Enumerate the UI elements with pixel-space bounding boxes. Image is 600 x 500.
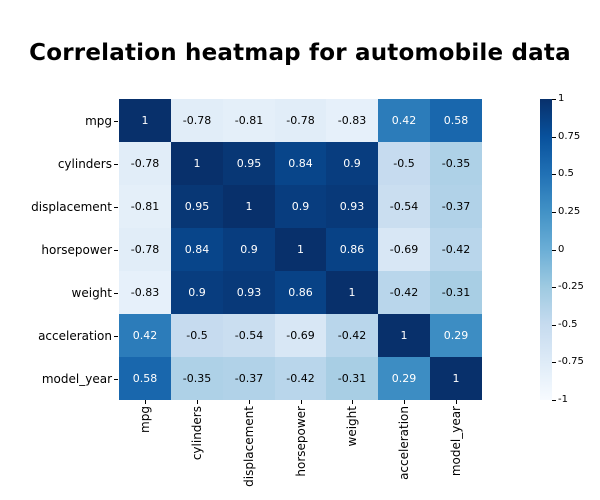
- heatmap-cell: 0.86: [326, 228, 378, 271]
- heatmap-cell: 0.9: [275, 185, 326, 228]
- y-tick-label: model_year: [41, 372, 112, 386]
- heatmap-cell: 0.58: [119, 357, 171, 400]
- heatmap-cell: 0.93: [223, 271, 275, 314]
- y-tick: [114, 121, 118, 122]
- heatmap-cell: 1: [326, 271, 378, 314]
- heatmap-cell: 0.86: [275, 271, 326, 314]
- heatmap-cell: -0.78: [171, 99, 223, 142]
- y-tick: [114, 336, 118, 337]
- heatmap-cell: -0.42: [275, 357, 326, 400]
- colorbar-tick: [552, 325, 556, 326]
- heatmap-cell: -0.81: [223, 99, 275, 142]
- y-tick: [114, 207, 118, 208]
- colorbar-tick-label: 0.5: [558, 168, 574, 179]
- heatmap-cell: -0.42: [430, 228, 482, 271]
- colorbar-tick-label: -0.25: [558, 281, 584, 292]
- heatmap-cell: 0.9: [171, 271, 223, 314]
- heatmap-cell: -0.31: [326, 357, 378, 400]
- heatmap-cell: -0.42: [378, 271, 430, 314]
- x-tick-label: cylinders: [190, 406, 204, 461]
- heatmap-cell: -0.35: [171, 357, 223, 400]
- heatmap-cell: 0.84: [171, 228, 223, 271]
- heatmap-cell: -0.81: [119, 185, 171, 228]
- heatmap-cell: -0.69: [378, 228, 430, 271]
- x-tick: [456, 400, 457, 404]
- colorbar-tick: [552, 287, 556, 288]
- y-tick: [114, 293, 118, 294]
- heatmap-cell: 0.93: [326, 185, 378, 228]
- heatmap-cell: 1: [430, 357, 482, 400]
- heatmap-cell: -0.42: [326, 314, 378, 357]
- y-tick-label: acceleration: [38, 329, 112, 343]
- colorbar-tick-label: -0.75: [558, 356, 584, 367]
- heatmap-cell: 1: [119, 99, 171, 142]
- heatmap-cell: -0.78: [275, 99, 326, 142]
- heatmap-cell: -0.78: [119, 142, 171, 185]
- colorbar-tick: [552, 137, 556, 138]
- colorbar-tick: [552, 99, 556, 100]
- x-tick-label: displacement: [242, 406, 256, 487]
- y-tick-label: weight: [71, 286, 112, 300]
- heatmap-cell: 1: [223, 185, 275, 228]
- heatmap-cell: 0.9: [223, 228, 275, 271]
- colorbar-tick: [552, 362, 556, 363]
- heatmap-cell: 1: [378, 314, 430, 357]
- colorbar-tick-label: 0: [558, 244, 565, 255]
- colorbar-gradient: [540, 99, 552, 400]
- y-tick-label: horsepower: [41, 243, 112, 257]
- y-tick-label: displacement: [31, 200, 112, 214]
- heatmap-cell: -0.37: [223, 357, 275, 400]
- y-tick: [114, 164, 118, 165]
- heatmap-cell: -0.83: [119, 271, 171, 314]
- colorbar-tick-label: 0.25: [558, 206, 581, 217]
- heatmap-cell: -0.54: [378, 185, 430, 228]
- heatmap-cell: -0.35: [430, 142, 482, 185]
- heatmap-cell: -0.37: [430, 185, 482, 228]
- x-tick: [301, 400, 302, 404]
- heatmap-cell: 0.29: [378, 357, 430, 400]
- heatmap-cell: -0.69: [275, 314, 326, 357]
- x-tick-label: horsepower: [294, 406, 308, 477]
- colorbar-tick: [552, 400, 556, 401]
- heatmap-cell: 0.84: [275, 142, 326, 185]
- x-tick-label: acceleration: [397, 406, 411, 480]
- colorbar-tick: [552, 212, 556, 213]
- x-tick: [352, 400, 353, 404]
- heatmap-cell: 0.95: [223, 142, 275, 185]
- heatmap-cell: -0.31: [430, 271, 482, 314]
- heatmap-cell: 1: [275, 228, 326, 271]
- x-tick-label: weight: [345, 406, 359, 447]
- heatmap-cell: 1: [171, 142, 223, 185]
- colorbar-tick-label: -1: [558, 394, 568, 405]
- colorbar-tick-label: -0.5: [558, 319, 578, 330]
- heatmap-cell: 0.95: [171, 185, 223, 228]
- heatmap-cell: -0.78: [119, 228, 171, 271]
- x-tick: [145, 400, 146, 404]
- x-tick: [404, 400, 405, 404]
- y-tick-label: cylinders: [57, 157, 112, 171]
- x-tick-label: mpg: [138, 406, 152, 433]
- heatmap-cell: 0.9: [326, 142, 378, 185]
- colorbar-tick-label: 0.75: [558, 131, 581, 142]
- heatmap-cell: 0.29: [430, 314, 482, 357]
- chart-title: Correlation heatmap for automobile data: [29, 40, 571, 66]
- colorbar-tick: [552, 174, 556, 175]
- colorbar-tick: [552, 250, 556, 251]
- heatmap-cell: 0.42: [119, 314, 171, 357]
- y-tick: [114, 379, 118, 380]
- heatmap-cell: -0.5: [171, 314, 223, 357]
- y-tick-label: mpg: [85, 114, 112, 128]
- heatmap-cell: -0.54: [223, 314, 275, 357]
- heatmap-cell: 0.42: [378, 99, 430, 142]
- colorbar-tick-label: 1: [558, 93, 565, 104]
- x-tick: [197, 400, 198, 404]
- heatmap-cell: -0.83: [326, 99, 378, 142]
- heatmap-cell: -0.5: [378, 142, 430, 185]
- x-tick: [249, 400, 250, 404]
- x-tick-label: model_year: [449, 406, 463, 477]
- y-tick: [114, 250, 118, 251]
- heatmap-cell: 0.58: [430, 99, 482, 142]
